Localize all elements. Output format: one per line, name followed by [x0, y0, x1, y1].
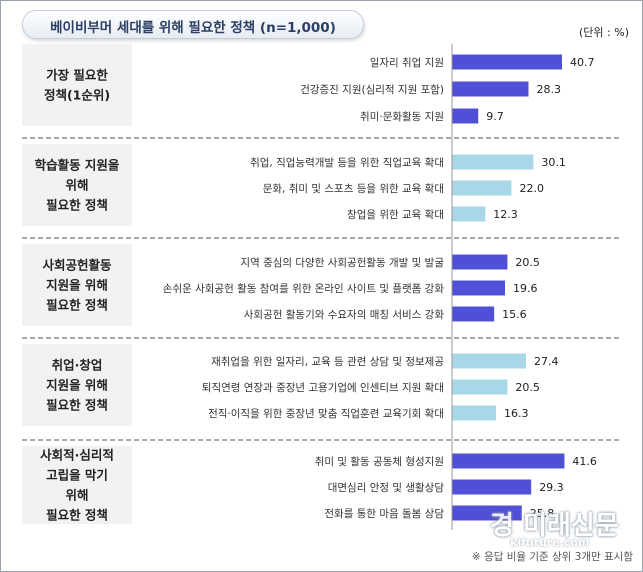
bar [452, 81, 529, 97]
value-label: 27.4 [534, 355, 559, 368]
value-label: 40.7 [570, 56, 595, 69]
bar [452, 154, 534, 170]
bar [452, 505, 522, 521]
value-label: 29.3 [539, 481, 564, 494]
group-label: 위해 [65, 488, 88, 503]
group-label: 필요한 정책 [46, 398, 108, 413]
category-label: 손쉬운 사회공헌 활동 참여를 위한 온라인 사이트 및 플랫폼 강화 [163, 282, 445, 295]
bar [452, 108, 479, 124]
category-label: 일자리 취업 지원 [370, 56, 444, 69]
watermark-logo: 경 미래신문 [490, 511, 619, 541]
category-label: 퇴직연령 연장과 중장년 고용기업에 인센티브 지원 확대 [202, 381, 444, 394]
group-label: 학습활동 지원을 [35, 158, 120, 173]
category-label: 취미·문화활동 지원 [360, 110, 444, 123]
bar [452, 479, 532, 495]
category-label: 지역 중심의 다양한 사회공헌활동 개발 및 발굴 [240, 256, 444, 269]
value-label: 20.5 [515, 256, 540, 269]
value-label: 41.6 [572, 455, 597, 468]
value-label: 25.8 [530, 507, 555, 520]
group-box [22, 446, 132, 524]
group-label: 지원을 위해 [46, 378, 108, 393]
value-label: 20.5 [515, 381, 540, 394]
bar [452, 54, 562, 70]
category-label: 취업, 직업능력개발 등을 위한 직업교육 확대 [250, 156, 444, 169]
category-label: 재취업을 위한 일자리, 교육 등 관련 상담 및 정보제공 [211, 355, 444, 368]
group-box [22, 344, 132, 426]
watermark-url: kifuture.com [510, 536, 590, 549]
bar [452, 254, 508, 270]
value-label: 12.3 [493, 208, 518, 221]
group-label: 위해 [65, 178, 88, 193]
category-label: 사회공헌 활동기와 수요자의 매칭 서비스 강화 [244, 308, 445, 321]
group-label: 사회공헌활동 [42, 258, 112, 273]
group-label: 정책(1순위) [44, 88, 110, 103]
group-label: 취업·창업 [52, 358, 103, 373]
value-label: 28.3 [536, 83, 561, 96]
category-label: 전화를 통한 마음 돌봄 상담 [324, 508, 444, 520]
chart-title: 베이비부머 세대를 위해 필요한 정책 (n=1,000) [50, 20, 336, 36]
value-label: 22.0 [519, 182, 544, 195]
category-label: 문화, 취미 및 스포츠 등을 위한 교육 확대 [263, 182, 444, 195]
category-label: 창업을 위한 교육 확대 [347, 208, 444, 221]
group-label: 필요한 정책 [46, 298, 108, 313]
value-label: 15.6 [502, 308, 527, 321]
unit-label: (단위 : %) [579, 26, 629, 39]
bar [452, 306, 495, 322]
title-pill: 베이비부머 세대를 위해 필요한 정책 (n=1,000) [22, 10, 364, 39]
group-label: 필요한 정책 [46, 198, 108, 213]
group-label: 필요한 정책 [46, 508, 108, 523]
bar [452, 180, 512, 196]
group-label: 가장 필요한 [46, 68, 108, 83]
footnote: ※ 응답 비율 기준 상위 3개만 표시함 [471, 551, 633, 563]
group-box [22, 44, 132, 126]
bar [452, 280, 505, 296]
bar [452, 379, 508, 395]
category-label: 취미 및 활동 공동체 형성지원 [315, 455, 444, 468]
group-label: 고립을 막기 [46, 468, 108, 483]
category-label: 전직·이직을 위한 중장년 맞춤 직업훈련 교육기회 확대 [208, 407, 444, 420]
value-label: 9.7 [486, 110, 504, 123]
value-label: 30.1 [541, 156, 566, 169]
bar [452, 453, 565, 469]
bar [452, 206, 486, 222]
group-label: 사회적·심리적 [40, 448, 114, 463]
value-label: 16.3 [504, 407, 529, 420]
group-box [22, 144, 132, 226]
group-box [22, 244, 132, 326]
category-label: 건강증진 지원(심리적 지원 포함) [300, 84, 444, 96]
category-label: 대면심리 안정 및 생활상담 [328, 481, 445, 494]
bar [452, 405, 497, 421]
bar [452, 353, 527, 369]
value-label: 19.6 [513, 282, 538, 295]
group-label: 지원을 위해 [46, 278, 108, 293]
